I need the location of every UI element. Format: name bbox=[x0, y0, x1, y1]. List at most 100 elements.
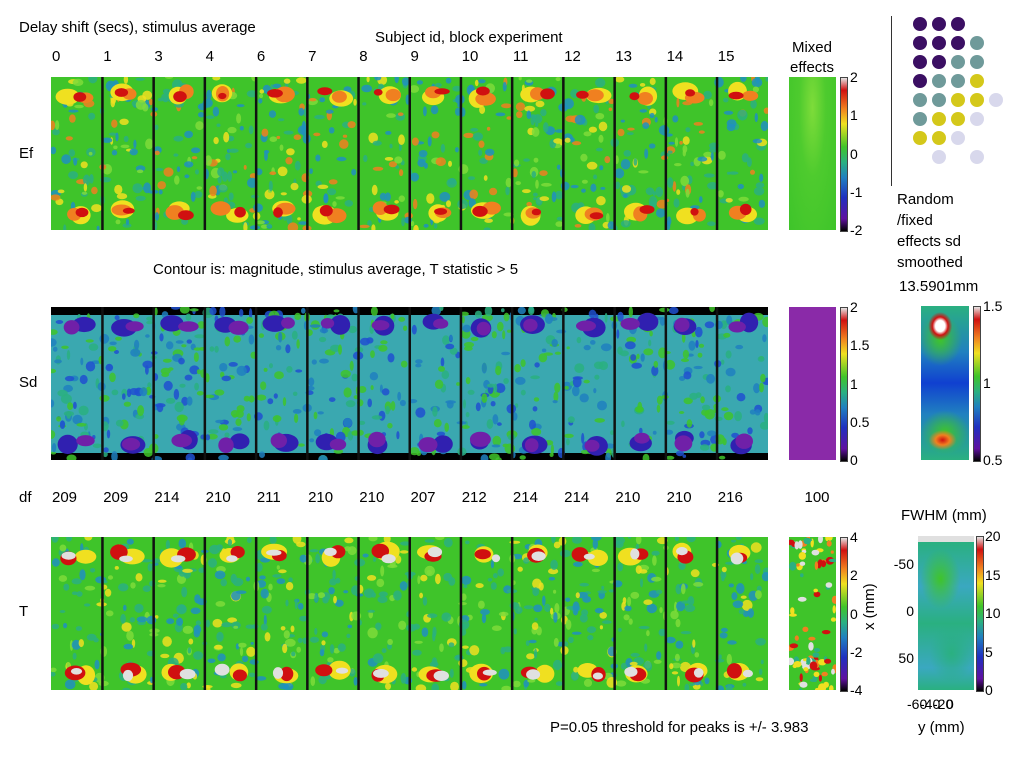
legend-dot-dark bbox=[913, 36, 927, 50]
colorbar-tick-label: 2 bbox=[850, 69, 858, 85]
fwhm-x-tick: 50 bbox=[898, 650, 914, 666]
column-separator bbox=[101, 307, 104, 460]
colorbar-tick-label: 20 bbox=[985, 528, 1001, 544]
column-separator bbox=[562, 307, 565, 460]
colorbar-tick-label: 1 bbox=[850, 375, 858, 392]
column-separator bbox=[152, 537, 155, 690]
legend-dot-yellow bbox=[951, 93, 965, 107]
random-fixed-colorbar bbox=[973, 306, 981, 462]
column-separator bbox=[306, 307, 309, 460]
column-separator bbox=[357, 537, 360, 690]
colorbar-tick-label: 0 bbox=[985, 682, 993, 698]
df-value-1: 209 bbox=[103, 489, 129, 506]
colorbar-tick-label: 0.5 bbox=[850, 413, 870, 430]
legend-dot-yellow bbox=[932, 131, 946, 145]
column-separator bbox=[152, 307, 155, 460]
delay-shift-label-8: 10 bbox=[461, 48, 479, 65]
row-label-df: df bbox=[19, 489, 32, 506]
column-separator bbox=[613, 537, 616, 690]
subject-id-title: Subject id, block experiment bbox=[375, 29, 563, 46]
column-separator bbox=[715, 77, 719, 230]
colorbar-tick-label: -2 bbox=[850, 643, 863, 660]
fwhm-y-tick: -20 bbox=[933, 696, 954, 712]
column-separator bbox=[510, 537, 514, 690]
t-mixed-svg bbox=[786, 533, 839, 693]
legend-dot-yellow bbox=[951, 112, 965, 126]
threshold-note: P=0.05 threshold for peaks is +/- 3.983 bbox=[550, 719, 809, 736]
colorbar-tick-label: 2 bbox=[850, 299, 858, 315]
column-separator bbox=[203, 77, 207, 230]
row-label-sd: Sd bbox=[19, 374, 38, 391]
sd-colorbar bbox=[840, 307, 848, 462]
delay-shift-label-0: 0 bbox=[52, 48, 61, 65]
legend-dot-yellow bbox=[932, 112, 946, 126]
legend-dot-teal bbox=[951, 55, 965, 69]
legend-dot-dark bbox=[951, 36, 965, 50]
column-separator bbox=[459, 537, 463, 690]
mixed-effects-label: Mixed effects bbox=[790, 39, 834, 76]
delay-shift-label-9: 11 bbox=[512, 48, 529, 65]
colorbar-tick-label: 15 bbox=[985, 566, 1001, 583]
colorbar-tick-label: 2 bbox=[850, 567, 858, 584]
fwhm-image bbox=[918, 536, 974, 690]
df-value-9: 214 bbox=[512, 489, 538, 506]
colorbar-tick-label: 0 bbox=[850, 145, 858, 162]
legend-dot-dark bbox=[951, 17, 965, 31]
delay-shift-label-7: 9 bbox=[410, 48, 419, 65]
column-separator bbox=[459, 77, 463, 230]
df-value-5: 210 bbox=[308, 489, 334, 506]
colorbar-tick-label: 1 bbox=[983, 375, 991, 391]
delay-shift-title: Delay shift (secs), stimulus average bbox=[19, 19, 256, 36]
sd-strip-svg bbox=[46, 303, 773, 464]
colorbar-tick-label: 0.5 bbox=[983, 452, 1003, 468]
column-separator bbox=[254, 537, 258, 690]
colorbar-tick-label: 0 bbox=[850, 452, 858, 468]
legend-dot-teal bbox=[951, 74, 965, 88]
df-value-6: 210 bbox=[359, 489, 385, 506]
df-value-10: 214 bbox=[564, 489, 590, 506]
fwhm-y-axis-label: y (mm) bbox=[918, 719, 965, 736]
column-separator bbox=[357, 77, 360, 230]
fwhm-colorbar bbox=[976, 536, 984, 692]
t-strip-svg bbox=[49, 532, 771, 696]
df-value-11: 210 bbox=[615, 489, 641, 506]
colorbar-tick-label: -2 bbox=[850, 222, 863, 238]
column-separator bbox=[664, 77, 668, 230]
column-separator bbox=[562, 77, 565, 230]
df-value-3: 210 bbox=[205, 489, 231, 506]
column-separator bbox=[306, 537, 309, 690]
legend-dot-lavender bbox=[970, 112, 984, 126]
column-separator bbox=[715, 537, 719, 690]
column-separator bbox=[562, 537, 565, 690]
fwhm-x-tick: 0 bbox=[906, 603, 914, 619]
contour-note: Contour is: magnitude, stimulus average,… bbox=[153, 261, 519, 278]
df-value-0: 209 bbox=[52, 489, 78, 506]
delay-shift-label-4: 6 bbox=[256, 48, 266, 65]
legend-dot-dark bbox=[932, 55, 946, 69]
t-colorbar bbox=[840, 537, 848, 692]
smoothing-value: 13.5901mm bbox=[899, 278, 979, 295]
column-separator bbox=[664, 307, 668, 460]
row-label-t: T bbox=[19, 603, 29, 620]
ef-strip-svg bbox=[49, 72, 770, 235]
delay-shift-label-1: 1 bbox=[103, 48, 112, 65]
legend-dot-teal bbox=[970, 36, 984, 50]
legend-dot-dark bbox=[913, 74, 927, 88]
delay-shift-label-2: 3 bbox=[154, 48, 163, 65]
fwhm-label: FWHM (mm) bbox=[901, 507, 987, 524]
df-value-4: 211 bbox=[256, 489, 281, 506]
colorbar-tick-label: 5 bbox=[985, 643, 993, 660]
legend-dot-lavender bbox=[970, 150, 984, 164]
colorbar-tick-label: 1.5 bbox=[983, 298, 1003, 314]
column-separator bbox=[510, 307, 514, 460]
legend-dot-yellow bbox=[913, 131, 927, 145]
df-value-13: 216 bbox=[717, 489, 743, 506]
column-separator bbox=[510, 77, 514, 230]
colorbar-tick-label: 10 bbox=[985, 605, 1001, 621]
delay-shift-label-12: 14 bbox=[666, 48, 684, 65]
ef-mixed-effects-image bbox=[789, 77, 836, 230]
delay-shift-label-3: 4 bbox=[205, 48, 214, 65]
fwhm-x-tick: -50 bbox=[893, 556, 914, 572]
t-image-strip bbox=[49, 532, 771, 696]
colorbar-tick-label: 0 bbox=[850, 605, 858, 622]
